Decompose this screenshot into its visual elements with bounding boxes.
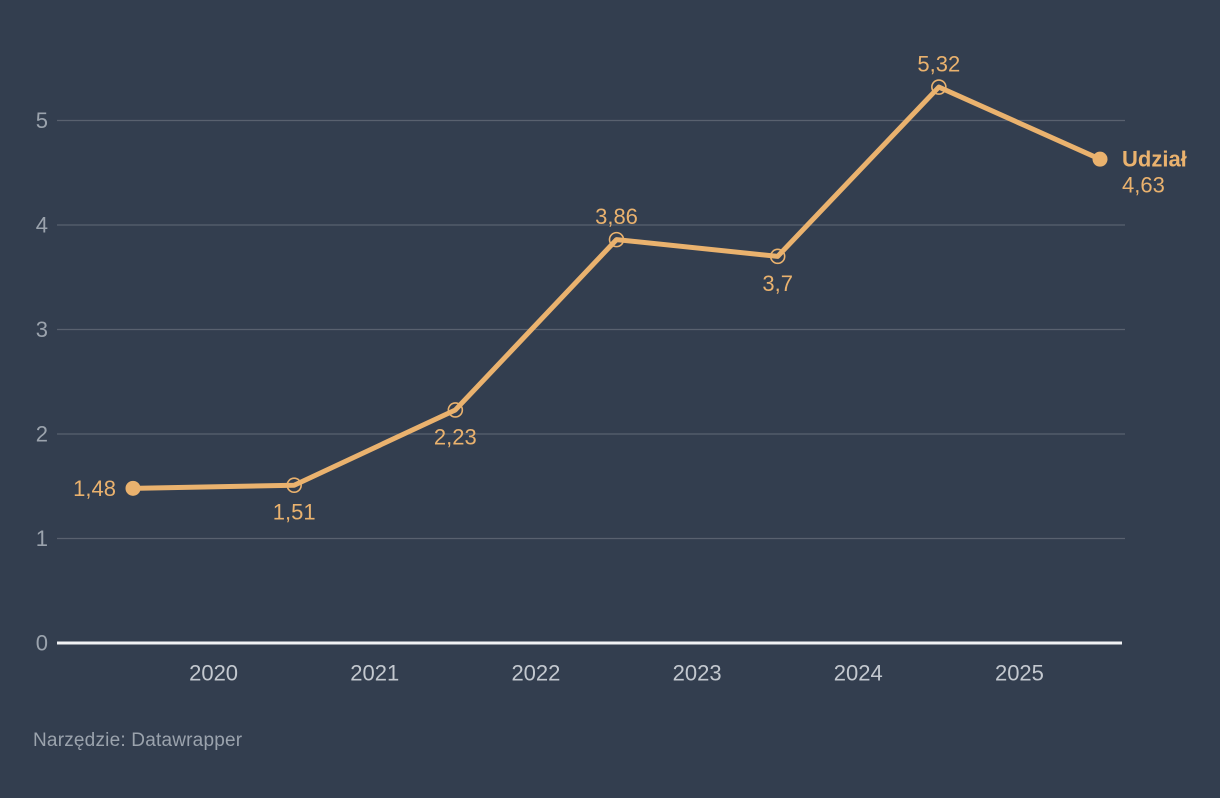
series-line: [130, 84, 1103, 491]
x-axis-tick-label: 2022: [511, 661, 560, 686]
y-axis-tick-label: 2: [36, 422, 48, 447]
x-axis-tick-label: 2021: [350, 661, 399, 686]
y-axis-tick-label: 4: [36, 213, 48, 238]
data-point-value-label: 3,86: [595, 204, 638, 229]
data-point-value-label: 2,23: [434, 424, 477, 449]
data-point-endpoint[interactable]: [125, 480, 141, 496]
y-axis-tick-label: 1: [36, 526, 48, 551]
data-point-value-label: 1,48: [73, 476, 116, 501]
x-axis-tick-label: 2025: [995, 661, 1044, 686]
data-point-value-label: 3,7: [762, 271, 793, 296]
data-point-endpoint[interactable]: [1092, 151, 1108, 167]
y-axis-tick-label: 3: [36, 317, 48, 342]
x-axis-tick-label: 2020: [189, 661, 238, 686]
data-point-value-label: 5,32: [917, 52, 960, 77]
footer-source-note: Narzędzie: Datawrapper: [33, 730, 243, 751]
series-legend-label: Udział: [1122, 147, 1187, 172]
y-axis-tick-label: 0: [36, 631, 48, 656]
x-axis-tick-label: 2024: [834, 661, 883, 686]
data-point-value-label: 1,51: [273, 500, 316, 525]
series-last-value-label: 4,63: [1122, 173, 1165, 198]
y-axis-tick-label: 5: [36, 108, 48, 133]
x-axis-tick-label: 2023: [673, 661, 722, 686]
